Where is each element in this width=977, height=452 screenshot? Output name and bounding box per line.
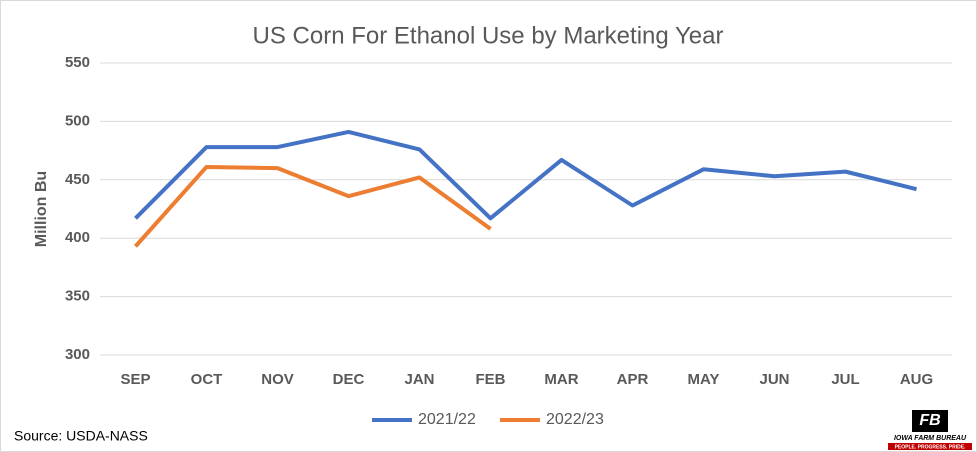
y-tick-label: 500 <box>65 112 90 129</box>
x-tick-label: OCT <box>191 371 223 388</box>
x-tick-label: FEB <box>476 371 506 388</box>
x-tick-label: SEP <box>120 371 150 388</box>
logo: FB IOWA FARM BUREAU PEOPLE. PROGRESS. PR… <box>888 410 972 450</box>
x-tick-label: AUG <box>900 371 933 388</box>
y-tick-label: 300 <box>65 346 90 363</box>
logo-name: IOWA FARM BUREAU <box>894 435 967 442</box>
y-tick-label: 400 <box>65 229 90 246</box>
y-tick-label: 350 <box>65 288 90 305</box>
x-tick-label: JAN <box>404 371 434 388</box>
chart-title: US Corn For Ethanol Use by Marketing Yea… <box>253 22 724 49</box>
logo-band <box>888 443 972 450</box>
logo-initials: FB <box>919 412 940 429</box>
data-line <box>134 164 492 248</box>
x-tick-label: NOV <box>261 371 294 388</box>
x-tick-label: MAY <box>688 371 720 388</box>
logo-mark <box>912 410 948 432</box>
x-tick-label: DEC <box>333 371 365 388</box>
source: Source: USDA-NASS <box>14 428 148 444</box>
legend-label: 2022/23 <box>546 411 604 428</box>
legend-label: 2021/22 <box>418 411 476 428</box>
y-axis-label: Million Bu <box>33 171 50 247</box>
x-tick-label: APR <box>617 371 649 388</box>
x-tick-label: JUN <box>759 371 789 388</box>
data-line <box>134 129 917 221</box>
x-tick-label: MAR <box>544 371 578 388</box>
x-tick-label: JUL <box>831 371 859 388</box>
y-tick-label: 450 <box>65 171 90 188</box>
logo-tagline: PEOPLE. PROGRESS. PRIDE. <box>895 444 966 450</box>
y-tick-label: 550 <box>65 54 90 71</box>
